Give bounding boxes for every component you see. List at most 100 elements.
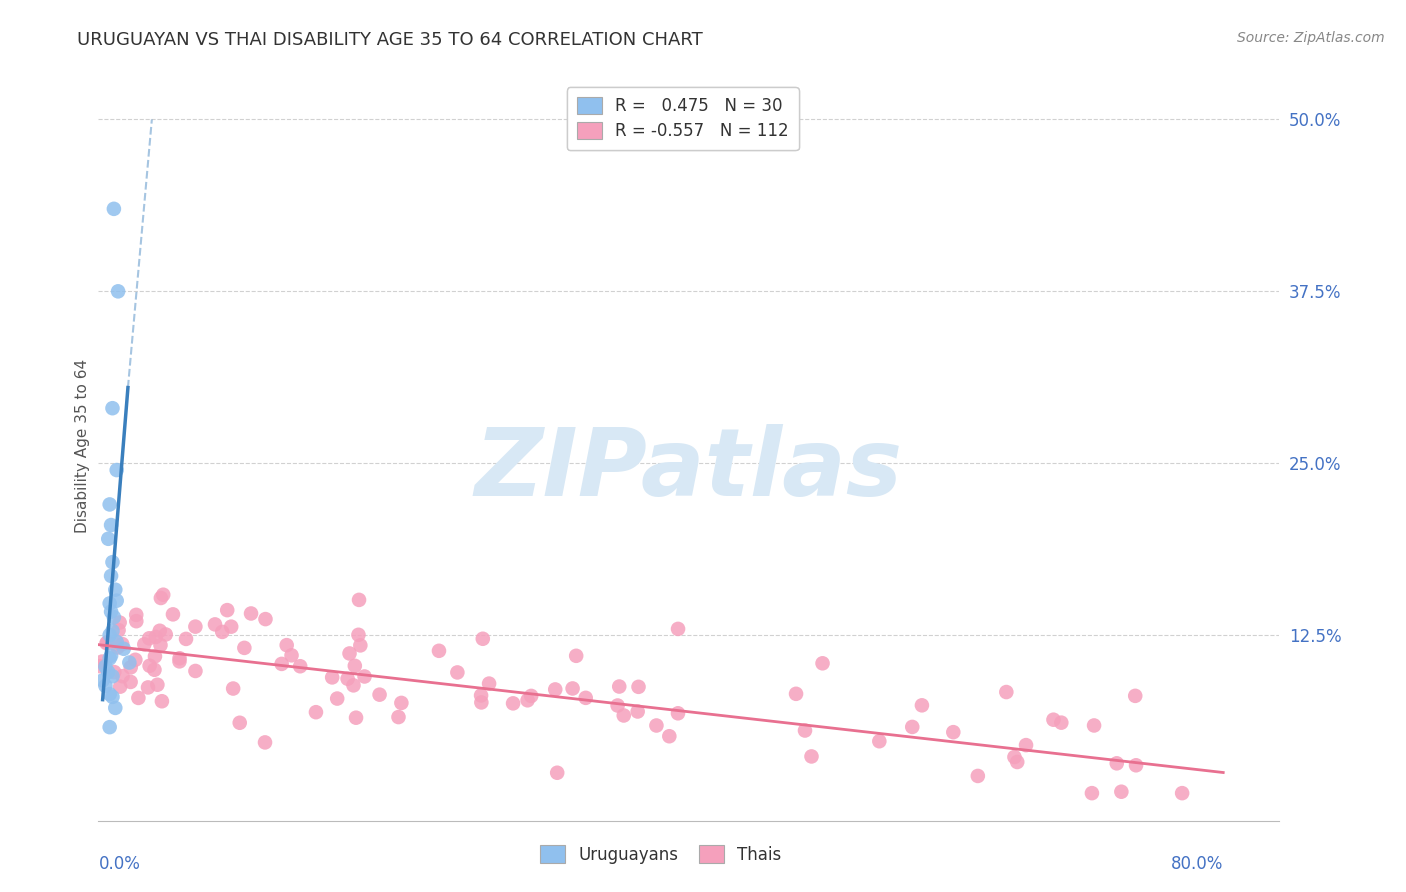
Point bbox=[1083, 718, 1105, 732]
Point bbox=[101, 690, 124, 704]
Legend: R =   0.475   N = 30, R = -0.557   N = 112: R = 0.475 N = 30, R = -0.557 N = 112 bbox=[567, 87, 799, 150]
Point bbox=[349, 639, 371, 653]
Point bbox=[150, 694, 173, 708]
Point bbox=[336, 672, 359, 686]
Point bbox=[138, 632, 160, 646]
Point bbox=[138, 658, 160, 673]
Point bbox=[184, 620, 207, 634]
Point bbox=[98, 720, 121, 734]
Point bbox=[143, 649, 166, 664]
Point bbox=[120, 660, 142, 674]
Point bbox=[565, 648, 588, 663]
Point bbox=[112, 641, 135, 656]
Point bbox=[100, 518, 122, 533]
Point bbox=[184, 664, 207, 678]
Point bbox=[911, 698, 934, 713]
Point bbox=[228, 715, 250, 730]
Point bbox=[169, 651, 191, 665]
Point bbox=[470, 689, 492, 703]
Point bbox=[118, 656, 141, 670]
Point bbox=[253, 735, 276, 749]
Point bbox=[97, 532, 120, 546]
Text: Source: ZipAtlas.com: Source: ZipAtlas.com bbox=[1237, 31, 1385, 45]
Point bbox=[270, 657, 292, 671]
Point bbox=[344, 711, 367, 725]
Point bbox=[101, 624, 124, 638]
Point bbox=[901, 720, 924, 734]
Point bbox=[149, 638, 172, 652]
Point bbox=[111, 669, 134, 683]
Legend: Uruguayans, Thais: Uruguayans, Thais bbox=[534, 838, 787, 871]
Point bbox=[368, 688, 391, 702]
Point bbox=[546, 765, 568, 780]
Point bbox=[101, 669, 124, 683]
Point bbox=[97, 665, 120, 680]
Point bbox=[98, 687, 121, 701]
Point bbox=[645, 718, 668, 732]
Point bbox=[96, 635, 118, 649]
Point bbox=[666, 706, 689, 721]
Point bbox=[169, 654, 191, 668]
Point bbox=[607, 680, 630, 694]
Point bbox=[353, 669, 375, 683]
Point bbox=[104, 582, 127, 597]
Point bbox=[658, 729, 681, 743]
Point bbox=[107, 640, 129, 655]
Point bbox=[347, 628, 370, 642]
Point bbox=[145, 630, 167, 644]
Y-axis label: Disability Age 35 to 64: Disability Age 35 to 64 bbox=[75, 359, 90, 533]
Text: 0.0%: 0.0% bbox=[98, 855, 141, 873]
Point bbox=[108, 680, 131, 694]
Point bbox=[146, 678, 169, 692]
Point bbox=[100, 569, 122, 583]
Point bbox=[1105, 756, 1128, 771]
Point bbox=[1081, 786, 1104, 800]
Point bbox=[1015, 738, 1038, 752]
Point bbox=[613, 708, 636, 723]
Point bbox=[103, 665, 125, 679]
Point bbox=[520, 689, 543, 703]
Point bbox=[101, 555, 124, 569]
Point bbox=[211, 624, 233, 639]
Point bbox=[470, 695, 492, 709]
Point bbox=[125, 607, 148, 622]
Point bbox=[347, 593, 370, 607]
Point bbox=[785, 687, 807, 701]
Point bbox=[94, 679, 117, 693]
Point bbox=[120, 675, 142, 690]
Point bbox=[1125, 758, 1147, 772]
Point bbox=[1111, 785, 1133, 799]
Point bbox=[219, 620, 242, 634]
Point bbox=[1005, 755, 1028, 769]
Point bbox=[471, 632, 494, 646]
Point bbox=[107, 624, 129, 638]
Point bbox=[342, 678, 364, 692]
Point bbox=[868, 734, 890, 748]
Point bbox=[125, 614, 148, 628]
Point bbox=[427, 644, 450, 658]
Point bbox=[627, 705, 650, 719]
Point bbox=[100, 605, 122, 619]
Point bbox=[666, 622, 689, 636]
Point bbox=[149, 624, 172, 638]
Point bbox=[101, 401, 124, 416]
Point bbox=[162, 607, 184, 622]
Point bbox=[104, 701, 127, 715]
Point bbox=[96, 636, 118, 650]
Point bbox=[98, 651, 121, 665]
Point bbox=[98, 498, 121, 512]
Point bbox=[105, 463, 128, 477]
Point bbox=[995, 685, 1018, 699]
Point bbox=[222, 681, 245, 696]
Point bbox=[280, 648, 302, 663]
Point bbox=[343, 658, 366, 673]
Point bbox=[94, 659, 117, 673]
Point bbox=[155, 627, 177, 641]
Point bbox=[800, 749, 823, 764]
Point bbox=[1050, 715, 1073, 730]
Point bbox=[127, 690, 149, 705]
Point bbox=[233, 640, 256, 655]
Point bbox=[1171, 786, 1194, 800]
Point bbox=[103, 202, 125, 216]
Point bbox=[98, 596, 121, 610]
